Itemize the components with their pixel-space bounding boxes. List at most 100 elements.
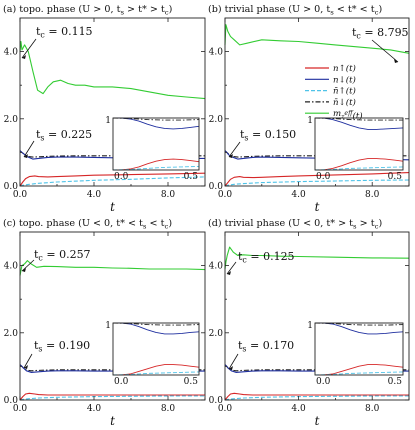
tc-arrow-head — [227, 271, 231, 275]
ts-arrow-head — [229, 154, 233, 158]
tc-annotation-sub: c — [40, 31, 45, 40]
legend-label-n_down-part: n↓(t) — [333, 74, 356, 85]
x-tick-label: 8.0 — [365, 404, 380, 414]
inset-x-tick-label: 0.5 — [388, 172, 403, 182]
inset-x-tick-label: 0.0 — [114, 377, 129, 387]
series-line-m_eff — [224, 24, 410, 54]
plot-frame — [19, 231, 206, 401]
ts-annotation-part: t — [34, 339, 39, 352]
x-tick-label: 8.0 — [161, 404, 176, 414]
tc-annotation: tc = 0.257 — [34, 248, 91, 263]
series-line-nbar_up — [19, 176, 206, 187]
y-tick-label: 2.0 — [209, 115, 224, 125]
x-axis-label: t — [110, 200, 115, 214]
x-axis-label: t — [110, 414, 115, 428]
legend-label-nbar_down-part: n̄↓(t) — [333, 97, 356, 108]
y-tick-label: 2.0 — [4, 329, 19, 339]
inset-x-tick-label: 0.5 — [184, 377, 199, 387]
panel-title-part: (b) trivial phase (U > 0, t — [208, 4, 330, 15]
panel-title-part: ) — [378, 218, 382, 229]
x-tick-label: 4.0 — [87, 190, 102, 200]
ts-annotation: ts = 0.225 — [36, 128, 92, 143]
legend-label-nbar_up-part: n̄↑(t) — [333, 86, 356, 97]
x-tick-label: 0.0 — [218, 404, 233, 414]
panel-title-part: < t* < t — [334, 4, 375, 15]
ts-annotation-part: = 0.150 — [248, 128, 296, 141]
inset-frame — [314, 117, 404, 171]
tc-annotation-part: = 0.257 — [43, 248, 91, 261]
tc-annotation: tc = 0.115 — [36, 25, 93, 40]
panel-title-sub: c — [165, 9, 169, 17]
panel-title-part: ) — [168, 218, 172, 229]
tc-arrow-head — [22, 268, 26, 272]
x-axis-label: t — [315, 200, 320, 214]
ts-annotation: ts = 0.170 — [238, 339, 294, 354]
tc-annotation-sub: c — [38, 254, 43, 263]
x-tick-label: 0.0 — [218, 190, 233, 200]
inset-x-tick-label: 0.0 — [114, 172, 129, 182]
legend-label-m_eff-sub: z — [340, 114, 345, 121]
tc-annotation-part: = 8.795 — [361, 26, 409, 39]
panel-title-part: < t — [146, 218, 164, 229]
panel-c: 0.0 4.0 8.0 0.0 2.0 4.0 (c) topo. phase (U < 0… — [3, 218, 206, 428]
inset-y-tick-label: 1 — [105, 321, 111, 331]
tc-arrow — [21, 259, 35, 272]
panel-d: 0.0 4.0 8.0 0.0 2.0 4.0 (d) trivial phase (U <… — [208, 218, 410, 428]
ts-annotation-part: t — [36, 128, 41, 141]
legend-label-m_eff-sup: eff — [344, 110, 354, 117]
legend: n↑(t)n↓(t)n̄↑(t)n̄↓(t)mzeff(t) — [305, 63, 363, 122]
series-line-n_up — [224, 172, 410, 187]
tc-annotation-sub: c — [242, 256, 247, 265]
series-line-nbar_up — [224, 179, 410, 187]
y-tick-label: 0.0 — [209, 396, 224, 406]
panel-title-sub: s — [120, 9, 124, 17]
inset-y-tick-label: 1 — [307, 116, 313, 126]
ts-annotation-sub: s — [242, 345, 246, 354]
panel-title: (c) topo. phase (U < 0, t* < ts < tc) — [3, 218, 172, 231]
ts-arrow-head — [24, 365, 28, 369]
y-tick-label: 4.0 — [209, 48, 224, 58]
inset-plot: 0.0 0.5 1 — [307, 321, 404, 387]
ts-annotation-part: = 0.225 — [44, 128, 92, 141]
inset-x-tick-label: 0.0 — [316, 172, 331, 182]
ts-annotation: ts = 0.190 — [34, 339, 90, 354]
panel-title-part: (c) topo. phase (U < 0, t* < t — [3, 218, 143, 229]
series-line-m_eff — [19, 40, 206, 100]
ts-arrow — [23, 353, 33, 369]
y-tick-label: 4.0 — [209, 262, 224, 272]
inset-y-tick-label: 1 — [105, 116, 111, 126]
legend-label-n_down: n↓(t) — [333, 74, 356, 85]
tc-annotation-part: t — [352, 26, 357, 39]
panel-title-part: ) — [378, 4, 382, 15]
panel-title-sub: s — [330, 9, 334, 17]
y-tick-label: 2.0 — [209, 329, 224, 339]
legend-label-m_eff: mzeff(t) — [333, 109, 363, 122]
inset-series-n_up — [315, 158, 404, 171]
x-tick-label: 4.0 — [291, 190, 306, 200]
legend-label-n_up: n↑(t) — [333, 63, 356, 74]
legend-label-m_eff-part: (t) — [352, 111, 362, 122]
inset-series-n_down — [315, 117, 404, 130]
inset-frame — [112, 117, 200, 171]
inset-plot: 0.0 0.5 1 — [105, 321, 200, 387]
panel-a: 0.0 4.0 8.0 0.0 2.0 4.0 (a) topo. phase (U > 0… — [3, 4, 206, 214]
series-line-n_up — [224, 392, 409, 401]
x-tick-label: 8.0 — [161, 190, 176, 200]
series-line-m_eff — [224, 246, 410, 270]
y-tick-label: 2.0 — [4, 115, 19, 125]
legend-label-m_eff-part: m — [333, 109, 341, 119]
panel-title-sub: s — [143, 223, 147, 231]
tc-annotation: tc = 0.125 — [238, 250, 295, 265]
ts-annotation-part: = 0.190 — [42, 339, 90, 352]
ts-annotation-part: t — [238, 339, 243, 352]
series-line-m_eff — [19, 260, 206, 276]
tc-arrow — [21, 38, 37, 59]
x-tick-label: 0.0 — [13, 190, 28, 200]
inset-x-tick-label: 0.5 — [184, 172, 199, 182]
ts-annotation: ts = 0.150 — [240, 128, 296, 143]
x-tick-label: 4.0 — [87, 404, 102, 414]
panel-title-sub: c — [375, 223, 379, 231]
ts-arrow-head — [24, 154, 28, 158]
panel-title: (a) topo. phase (U > 0, ts > t* > tc) — [3, 4, 172, 17]
